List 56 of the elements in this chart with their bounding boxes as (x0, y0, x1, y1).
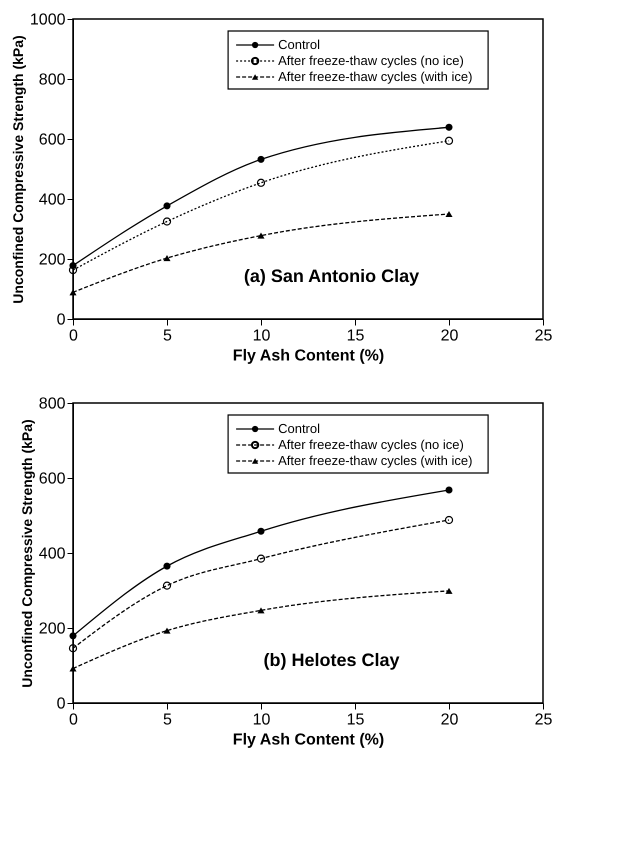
point (257, 232, 265, 239)
x-axis-title: Fly Ash Content (%) (232, 348, 384, 364)
x-tick-label: 5 (163, 328, 172, 344)
x-tick-label: 10 (252, 712, 270, 728)
legend-label: After freeze-thaw cycles (with ice) (278, 453, 472, 468)
point (163, 628, 171, 634)
point (163, 562, 171, 570)
point (69, 289, 77, 296)
point (256, 178, 266, 187)
y-tick-label: 800 (38, 396, 66, 412)
y-tick-label: 200 (38, 620, 66, 638)
point (444, 136, 454, 145)
x-tick-label: 20 (440, 712, 458, 728)
x-tick-label: 10 (252, 328, 270, 344)
point (257, 156, 265, 163)
y-tick-label: 400 (38, 192, 66, 208)
point (445, 124, 453, 131)
annotation: (a) San Antonio Clay (244, 266, 420, 286)
y-tick-label: 200 (38, 252, 66, 268)
legend-label: After freeze-thaw cycles (with ice) (278, 69, 472, 84)
x-tick-label: 5 (163, 712, 172, 728)
y-tick-label: 400 (38, 546, 66, 562)
point (445, 486, 453, 494)
point (445, 210, 453, 218)
point (163, 255, 171, 262)
y-tick-label: 0 (56, 696, 66, 712)
point (68, 644, 78, 652)
point (256, 554, 266, 563)
x-tick-label: 20 (440, 328, 458, 344)
y-axis-title: Unconfined Compressive Strength (kPa) (10, 35, 26, 304)
point (257, 528, 265, 535)
x-tick-label: 0 (69, 712, 78, 728)
legend-label: Control (278, 421, 320, 436)
x-tick-label: 15 (346, 328, 364, 344)
legend-label: After freeze-thaw cycles (no ice) (278, 437, 464, 452)
x-tick-label: 25 (534, 712, 552, 728)
x-tick-label: 25 (534, 328, 552, 344)
y-axis-title: Unconfined Compressive Strength (kPa) (18, 419, 35, 688)
y-tick-label: 600 (38, 470, 66, 488)
y-tick-label: 800 (38, 72, 66, 88)
annotation: (b) Helotes Clay (263, 650, 400, 670)
legend-label: After freeze-thaw cycles (no ice) (278, 53, 464, 68)
legend-label: Control (278, 37, 320, 52)
y-tick-label: 1000 (30, 12, 66, 28)
point (444, 516, 454, 524)
point (445, 588, 453, 594)
y-tick-label: 600 (38, 132, 66, 148)
x-axis-title: Fly Ash Content (%) (232, 732, 384, 748)
point (257, 607, 265, 614)
x-tick-label: 15 (346, 712, 364, 728)
x-tick-label: 0 (69, 328, 78, 344)
point (69, 632, 77, 640)
point (162, 217, 172, 226)
y-tick-label: 0 (56, 312, 66, 328)
point (162, 581, 172, 590)
point (163, 202, 171, 210)
